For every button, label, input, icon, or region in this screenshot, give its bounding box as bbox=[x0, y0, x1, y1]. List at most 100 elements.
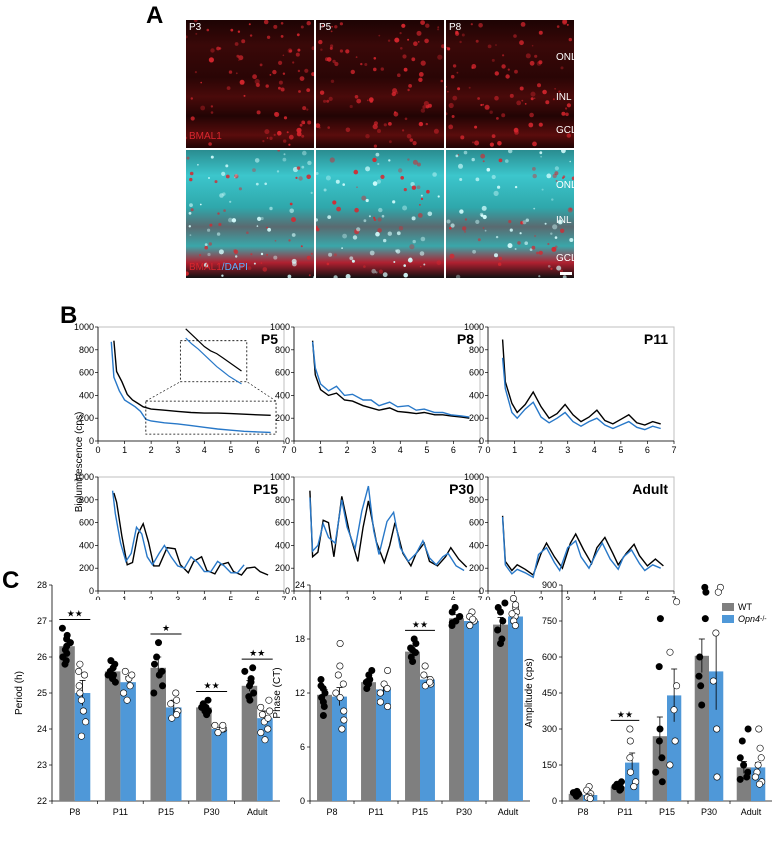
cell-nucleus bbox=[266, 35, 271, 39]
cell-nucleus bbox=[388, 159, 391, 162]
cell-nucleus bbox=[412, 159, 418, 165]
cell-nucleus bbox=[419, 265, 422, 268]
cell-nucleus bbox=[391, 91, 396, 97]
cell-nucleus bbox=[532, 167, 536, 171]
data-point-wt bbox=[409, 658, 417, 666]
cell-nucleus bbox=[472, 141, 474, 144]
data-point-wt bbox=[616, 786, 624, 794]
cell-nucleus bbox=[228, 70, 233, 74]
cell-nucleus bbox=[449, 253, 455, 259]
cell-nucleus bbox=[416, 162, 421, 167]
cell-nucleus bbox=[489, 142, 494, 147]
data-point-opn4 bbox=[75, 682, 83, 690]
cell-nucleus bbox=[423, 101, 429, 107]
y-axis-title: Bioluminescence (cps) bbox=[74, 412, 85, 513]
cell-nucleus bbox=[389, 140, 392, 144]
data-point-wt bbox=[448, 619, 456, 627]
cell-nucleus bbox=[373, 144, 377, 148]
cell-nucleus bbox=[307, 160, 312, 166]
cell-nucleus bbox=[297, 69, 301, 73]
cell-nucleus bbox=[509, 93, 514, 98]
x-tick-label: 2 bbox=[149, 595, 154, 600]
cell-nucleus bbox=[398, 168, 403, 173]
x-tick-label: 3 bbox=[565, 445, 570, 455]
series-line-wt bbox=[311, 340, 470, 419]
cell-nucleus bbox=[534, 234, 537, 238]
cell-nucleus bbox=[420, 108, 426, 113]
cell-nucleus bbox=[514, 185, 518, 189]
data-point-opn4 bbox=[336, 640, 344, 648]
data-point-opn4 bbox=[265, 696, 273, 704]
cell-nucleus bbox=[350, 69, 355, 75]
cell-nucleus bbox=[319, 90, 325, 95]
cell-nucleus bbox=[332, 59, 336, 64]
cell-nucleus bbox=[470, 23, 473, 26]
cell-nucleus bbox=[484, 104, 490, 110]
x-tick-label: P8 bbox=[69, 807, 80, 817]
cell-nucleus bbox=[382, 272, 388, 278]
cell-nucleus bbox=[529, 248, 533, 251]
cell-nucleus bbox=[320, 48, 323, 51]
cell-nucleus bbox=[411, 216, 416, 221]
cell-nucleus bbox=[383, 238, 387, 243]
cell-nucleus bbox=[516, 100, 522, 106]
cell-nucleus bbox=[266, 137, 269, 139]
cell-nucleus bbox=[288, 239, 291, 242]
data-point-opn4 bbox=[168, 714, 176, 722]
series-line-wt bbox=[113, 492, 269, 576]
cell-nucleus bbox=[225, 174, 230, 179]
cell-nucleus bbox=[210, 111, 214, 114]
y-tick-label: 150 bbox=[542, 760, 557, 770]
cell-nucleus bbox=[283, 116, 288, 120]
cell-nucleus bbox=[525, 53, 531, 59]
data-point-opn4 bbox=[713, 725, 721, 733]
cell-nucleus bbox=[235, 72, 238, 75]
cell-nucleus bbox=[218, 249, 224, 255]
cell-nucleus bbox=[373, 216, 376, 219]
legend-label-opn4-sup: -/- bbox=[760, 615, 767, 623]
data-point-wt bbox=[655, 737, 663, 745]
cell-nucleus bbox=[260, 262, 263, 264]
cell-nucleus bbox=[316, 218, 318, 222]
series-line-opn4 bbox=[311, 341, 470, 418]
data-point-wt bbox=[159, 682, 167, 690]
cell-nucleus bbox=[538, 122, 543, 127]
cell-nucleus bbox=[225, 164, 229, 168]
cell-nucleus bbox=[351, 259, 355, 263]
cell-nucleus bbox=[296, 33, 300, 37]
data-point-opn4 bbox=[421, 662, 429, 670]
cell-nucleus bbox=[356, 186, 358, 188]
cell-nucleus bbox=[282, 72, 286, 75]
cell-nucleus bbox=[349, 104, 353, 109]
cell-nucleus bbox=[449, 226, 452, 230]
cell-nucleus bbox=[540, 155, 542, 158]
cell-nucleus bbox=[400, 176, 404, 180]
cell-nucleus bbox=[282, 157, 287, 162]
cell-nucleus bbox=[363, 265, 366, 268]
cell-nucleus bbox=[544, 222, 547, 225]
cell-nucleus bbox=[278, 86, 281, 90]
cell-nucleus bbox=[403, 188, 407, 192]
cell-nucleus bbox=[298, 176, 303, 181]
cell-nucleus bbox=[455, 154, 459, 158]
cell-nucleus bbox=[373, 218, 377, 221]
cell-nucleus bbox=[416, 30, 422, 36]
cell-nucleus bbox=[302, 150, 307, 156]
cell-nucleus bbox=[446, 85, 447, 88]
micrograph-bmal1-p5: P5 bbox=[316, 20, 444, 148]
cell-nucleus bbox=[199, 203, 202, 206]
cell-nucleus bbox=[288, 134, 294, 140]
y-tick-label: 1000 bbox=[270, 472, 290, 482]
data-point-opn4 bbox=[128, 671, 136, 679]
cell-nucleus bbox=[323, 99, 327, 103]
significance-stars: ★★ bbox=[249, 648, 265, 658]
scale-bar bbox=[560, 272, 572, 275]
cell-nucleus bbox=[561, 111, 566, 116]
cell-nucleus bbox=[269, 74, 272, 76]
micrograph-texture bbox=[446, 150, 574, 278]
cell-nucleus bbox=[241, 39, 246, 44]
data-point-opn4 bbox=[426, 678, 434, 686]
y-tick-label: 300 bbox=[542, 724, 557, 734]
y-tick-label: 200 bbox=[469, 563, 484, 573]
